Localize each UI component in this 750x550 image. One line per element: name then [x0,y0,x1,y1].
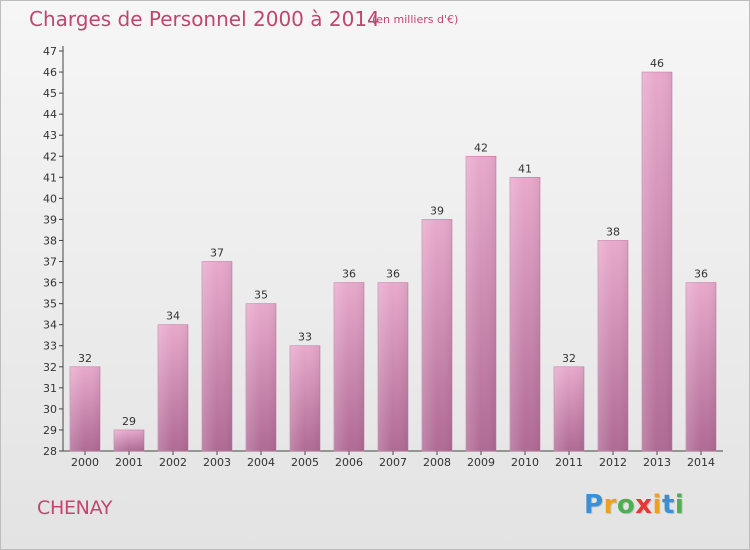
logo-letter: t [661,490,675,520]
bar-shade [686,282,716,451]
y-tick-label: 41 [43,171,57,184]
data-label: 36 [694,268,708,281]
y-tick-label: 43 [43,129,57,142]
y-tick-label: 33 [43,340,57,353]
logo-letter: i [652,490,662,520]
bar-shade [642,72,672,451]
data-label: 42 [474,141,488,154]
x-tick-label: 2011 [555,456,583,469]
data-label: 38 [606,225,620,238]
y-tick-label: 38 [43,234,57,247]
bar-shade [598,240,628,451]
data-label: 41 [518,162,532,175]
y-tick-label: 30 [43,403,57,416]
y-tick-label: 40 [43,192,57,205]
logo-letter: o [616,490,636,520]
bar-shade [510,177,540,451]
y-tick-label: 47 [43,45,57,58]
y-tick-label: 45 [43,87,57,100]
data-label: 36 [342,268,356,281]
data-label: 32 [78,352,92,365]
data-label: 36 [386,268,400,281]
chart-subtitle: (en milliers d'€) [372,13,459,26]
proxiti-logo: Proxiti [584,490,684,520]
logo-letter: x [635,490,653,520]
bar-shade [422,219,452,451]
bar-shade [202,261,232,451]
bar-shade [246,303,276,451]
bar-shade [158,324,188,451]
x-tick-label: 2001 [115,456,143,469]
y-tick-label: 39 [43,213,57,226]
y-tick-label: 42 [43,150,57,163]
bar-shade [70,366,100,451]
x-tick-label: 2005 [291,456,319,469]
x-tick-label: 2000 [71,456,99,469]
logo-letter: r [603,490,617,520]
data-label: 33 [298,331,312,344]
x-tick-label: 2009 [467,456,495,469]
x-tick-label: 2002 [159,456,187,469]
y-tick-label: 36 [43,277,57,290]
x-tick-label: 2012 [599,456,627,469]
x-tick-label: 2007 [379,456,407,469]
x-tick-label: 2010 [511,456,539,469]
bar-shade [334,282,364,451]
data-label: 46 [650,57,664,70]
bar-shade [378,282,408,451]
y-tick-label: 44 [43,108,57,121]
y-tick-label: 32 [43,361,57,374]
logo-letter: P [584,490,604,520]
commune-name: CHENAY [37,497,113,519]
data-label: 34 [166,310,180,323]
bar-shade [466,156,496,451]
y-tick-label: 35 [43,298,57,311]
y-tick-label: 37 [43,256,57,269]
y-tick-label: 31 [43,382,57,395]
x-tick-label: 2008 [423,456,451,469]
x-tick-label: 2006 [335,456,363,469]
x-tick-label: 2013 [643,456,671,469]
bar-shade [290,345,320,451]
y-tick-label: 46 [43,66,57,79]
y-tick-label: 28 [43,445,57,458]
data-label: 29 [122,415,136,428]
x-tick-label: 2014 [687,456,715,469]
y-tick-label: 34 [43,319,57,332]
chart-bars [69,71,717,452]
y-tick-label: 29 [43,424,57,437]
logo-letter: i [674,490,685,520]
chart-title: Charges de Personnel 2000 à 2014 [29,7,380,31]
bar-shade [554,366,584,451]
x-tick-label: 2004 [247,456,275,469]
chart-axes: 28 29 30 31 32 33 34 35 36 37 38 39 40 41 42 43 44 45 46 47 [43,45,723,458]
data-label: 37 [210,247,224,260]
data-label: 35 [254,289,268,302]
x-tick-label: 2003 [203,456,231,469]
data-label: 32 [562,352,576,365]
chart-labels: 2000 32 2001 29 2002 34 2003 37 2004 35 2005 33 2006… [71,57,715,469]
data-label: 39 [430,204,444,217]
bar-shade [114,429,144,451]
